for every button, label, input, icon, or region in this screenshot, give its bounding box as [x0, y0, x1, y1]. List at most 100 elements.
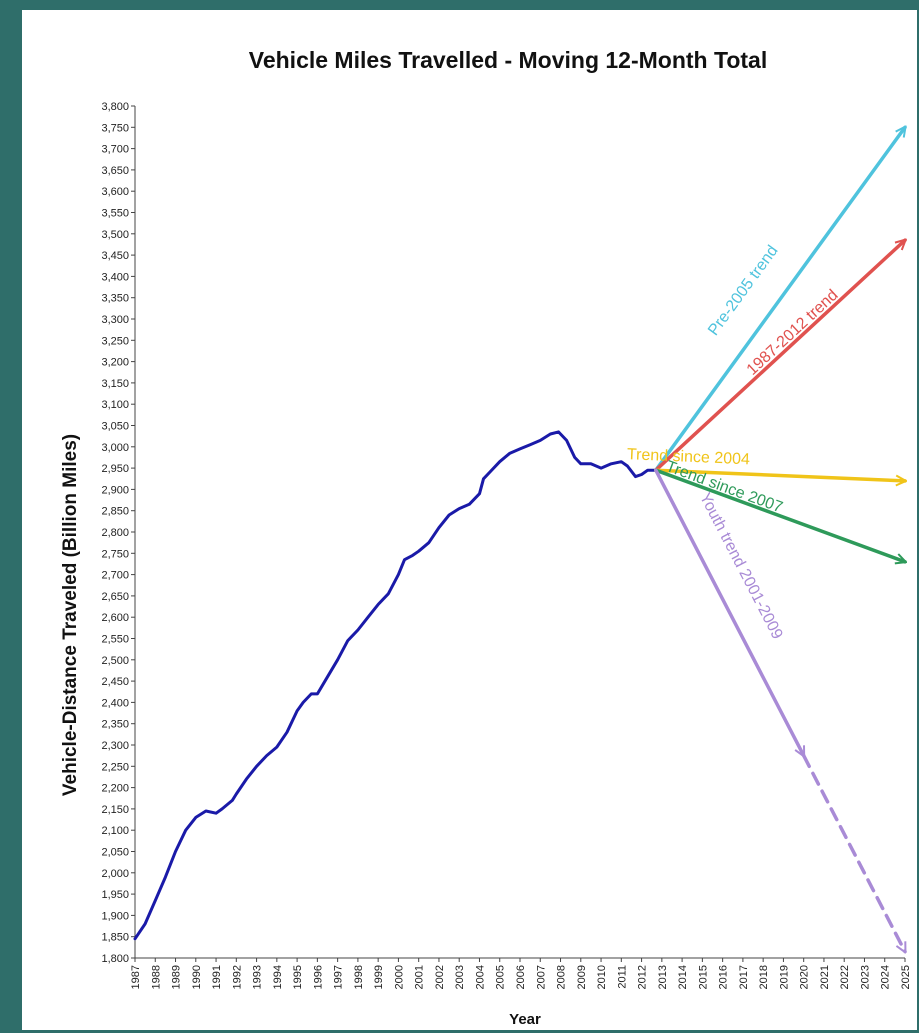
x-tick-label: 2024 — [880, 965, 892, 989]
x-tick-label: 2022 — [839, 965, 851, 989]
y-tick-label: 2,300 — [101, 740, 129, 752]
axes — [134, 106, 905, 959]
x-tick-label: 1992 — [231, 965, 243, 989]
y-tick-label: 2,050 — [101, 847, 129, 859]
y-tick-label: 3,000 — [101, 442, 129, 454]
x-tick-label: 1987 — [130, 965, 142, 989]
x-tick-label: 2019 — [778, 965, 790, 989]
x-tick-label: 1988 — [150, 965, 162, 989]
y-tick-label: 2,700 — [101, 570, 129, 582]
y-tick-label: 3,350 — [101, 293, 129, 305]
x-tick-label: 2005 — [495, 965, 507, 989]
annotation-pre2005: Pre-2005 trend — [705, 243, 782, 339]
x-tick-label: 1995 — [292, 965, 304, 989]
y-tick-label: 2,900 — [101, 484, 129, 496]
x-tick-label: 2009 — [576, 965, 588, 989]
series-since2007 — [654, 468, 905, 562]
y-tick-label: 2,950 — [101, 463, 129, 475]
x-tick-label: 2025 — [900, 965, 912, 989]
x-tick-label: 2017 — [738, 965, 750, 989]
x-axis-ticks: 1987 1988 1989 1990 1991 1992 1993 1994 1995 1996… — [130, 958, 912, 989]
y-tick-label: 3,100 — [101, 399, 129, 411]
x-tick-label: 2007 — [535, 965, 547, 989]
x-tick-label: 2000 — [393, 965, 405, 989]
y-tick-label: 3,250 — [101, 335, 129, 347]
x-tick-label: 2008 — [556, 965, 568, 989]
x-tick-label: 2015 — [697, 965, 709, 989]
y-tick-label: 3,600 — [101, 186, 129, 198]
y-tick-label: 2,800 — [101, 527, 129, 539]
x-tick-label: 2023 — [859, 965, 871, 989]
y-tick-label: 1,800 — [101, 953, 129, 965]
y-axis-ticks: 1,800 1,850 1,900 1,950 2,000 2,050 2,100 2,150… — [101, 101, 135, 965]
y-tick-label: 3,300 — [101, 314, 129, 326]
y-tick-label: 1,950 — [101, 889, 129, 901]
y-tick-label: 2,550 — [101, 634, 129, 646]
series-youth — [654, 468, 806, 755]
x-tick-label: 2012 — [637, 965, 649, 989]
x-tick-label: 1996 — [312, 965, 324, 989]
series-youth_dashed — [801, 753, 907, 952]
x-tick-label: 1999 — [373, 965, 385, 989]
x-tick-label: 2016 — [718, 965, 730, 989]
y-tick-label: 3,200 — [101, 357, 129, 369]
y-tick-label: 2,650 — [101, 591, 129, 603]
x-tick-label: 2011 — [616, 965, 628, 989]
chart-title: Vehicle Miles Travelled - Moving 12-Mont… — [249, 47, 767, 73]
y-tick-label: 2,850 — [101, 506, 129, 518]
x-tick-label: 1997 — [333, 965, 345, 989]
y-tick-label: 2,400 — [101, 697, 129, 709]
series-trend1987_2012 — [654, 240, 905, 472]
y-tick-label: 2,600 — [101, 612, 129, 624]
x-tick-label: 2013 — [657, 965, 669, 989]
x-tick-label: 2018 — [758, 965, 770, 989]
y-tick-label: 2,450 — [101, 676, 129, 688]
y-tick-label: 2,100 — [101, 825, 129, 837]
x-tick-label: 2014 — [677, 965, 689, 989]
y-tick-label: 3,650 — [101, 165, 129, 177]
y-tick-label: 2,200 — [101, 783, 129, 795]
x-axis-label: Year — [509, 1011, 541, 1028]
line-chart: Vehicle Miles Travelled - Moving 12-Mont… — [60, 47, 912, 1028]
series-pre2005 — [654, 127, 905, 472]
series-since2004 — [654, 468, 905, 481]
x-tick-label: 1993 — [252, 965, 264, 989]
x-tick-label: 1989 — [171, 965, 183, 989]
y-tick-label: 3,400 — [101, 271, 129, 283]
y-axis-label: Vehicle-Distance Traveled (Billion Miles… — [60, 434, 81, 796]
y-tick-label: 2,000 — [101, 868, 129, 880]
y-tick-label: 3,550 — [101, 208, 129, 220]
x-tick-label: 2003 — [454, 965, 466, 989]
y-tick-label: 1,850 — [101, 932, 129, 944]
x-tick-label: 2021 — [819, 965, 831, 989]
series-layer — [133, 127, 907, 952]
y-tick-label: 2,250 — [101, 761, 129, 773]
x-tick-label: 2010 — [596, 965, 608, 989]
annotation-since2004: Trend since 2004 — [627, 446, 751, 468]
y-tick-label: 3,050 — [101, 421, 129, 433]
y-tick-label: 2,350 — [101, 719, 129, 731]
annotation-trend1987_2012: 1987-2012 trend — [744, 287, 842, 379]
y-tick-label: 3,700 — [101, 144, 129, 156]
y-tick-label: 3,500 — [101, 229, 129, 241]
x-tick-label: 2004 — [474, 965, 486, 989]
y-tick-label: 3,450 — [101, 250, 129, 262]
y-tick-label: 3,150 — [101, 378, 129, 390]
y-tick-label: 3,750 — [101, 122, 129, 134]
series-historical — [133, 430, 658, 941]
y-tick-label: 2,750 — [101, 548, 129, 560]
y-tick-label: 3,800 — [101, 101, 129, 113]
x-tick-label: 2006 — [515, 965, 527, 989]
x-tick-label: 2002 — [434, 965, 446, 989]
x-tick-label: 1991 — [211, 965, 223, 989]
x-tick-label: 1998 — [353, 965, 365, 989]
y-tick-label: 1,900 — [101, 910, 129, 922]
x-tick-label: 2020 — [799, 965, 811, 989]
x-tick-label: 1994 — [272, 965, 284, 989]
x-tick-label: 2001 — [414, 965, 426, 989]
y-tick-label: 2,150 — [101, 804, 129, 816]
chart-panel: Vehicle Miles Travelled - Moving 12-Mont… — [22, 10, 917, 1030]
y-tick-label: 2,500 — [101, 655, 129, 667]
x-tick-label: 1990 — [191, 965, 203, 989]
